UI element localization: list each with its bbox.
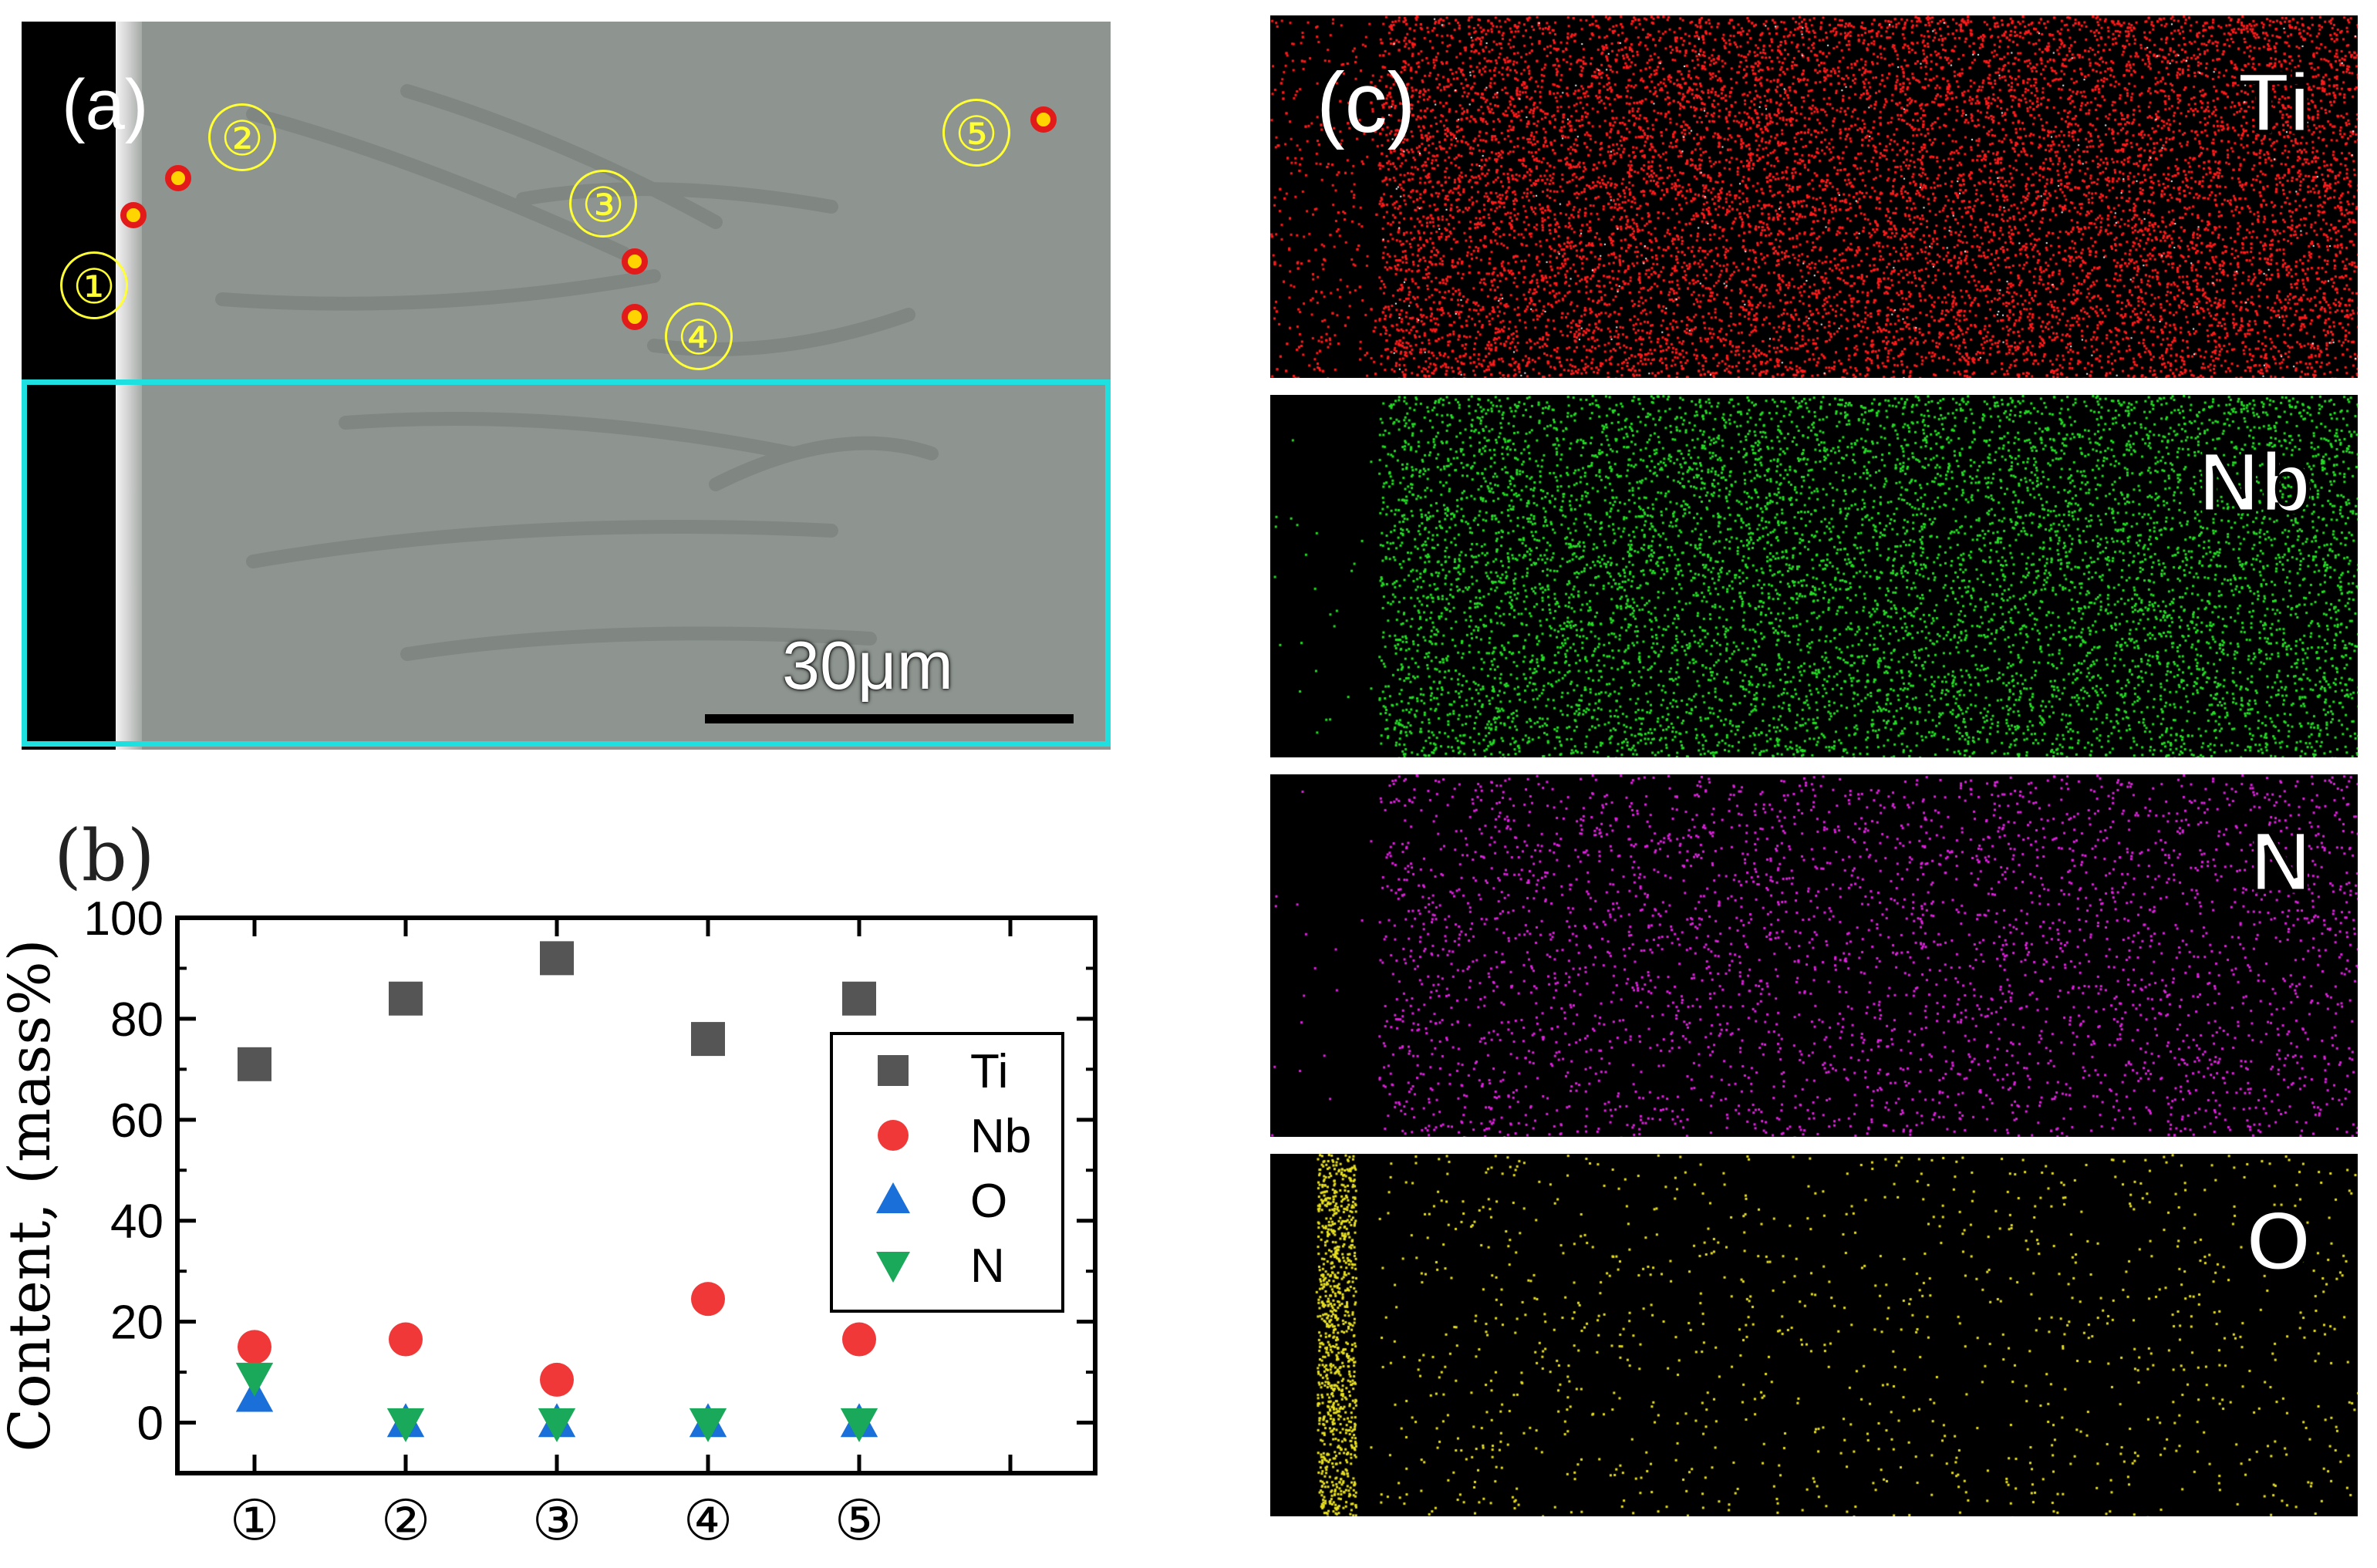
element-map-o: O (1270, 1154, 2358, 1516)
x-tick-label: ② (381, 1488, 431, 1553)
roi-box (22, 379, 1111, 747)
n-map-dots (1270, 774, 2358, 1137)
scale-bar-label: 30μm (782, 627, 953, 703)
point-n-1 (235, 1362, 274, 1397)
x-tick-label: ① (230, 1488, 280, 1553)
point-nb-5 (842, 1322, 876, 1357)
panel-label-c: (c) (1317, 56, 1416, 150)
point-ti-3 (540, 941, 574, 976)
site-label-4: ④ (665, 302, 733, 370)
y-tick-label: 20 (110, 1297, 164, 1350)
legend-box (830, 1032, 1064, 1313)
sem-texture (215, 84, 939, 661)
legend-marker-nb (878, 1120, 909, 1151)
element-map-nb: Nb (1270, 395, 2358, 757)
panel-label-b: (b) (54, 814, 155, 897)
point-n-4 (689, 1408, 727, 1442)
y-tick-label: 100 (84, 892, 164, 946)
legend-label-ti: Ti (970, 1045, 1008, 1098)
y-tick-label: 80 (110, 993, 164, 1047)
point-ti-5 (842, 981, 876, 1016)
site-label-1: ① (60, 251, 128, 319)
legend-label-n: N (970, 1239, 1005, 1293)
element-map-n: N (1270, 774, 2358, 1137)
element-map-ti: (c) Ti (1270, 15, 2358, 378)
legend-label-nb: Nb (970, 1110, 1031, 1163)
o-map-dots (1270, 1154, 2358, 1516)
ti-map-dots (1270, 15, 2358, 378)
scale-bar (705, 714, 1074, 723)
sem-resin-region (22, 22, 116, 750)
y-tick-label: 60 (110, 1094, 164, 1148)
map-label-nb: Nb (2197, 433, 2314, 532)
x-tick-label: ⑤ (834, 1488, 885, 1553)
map-label-ti: Ti (2236, 54, 2314, 153)
legend-marker-ti (878, 1055, 909, 1086)
point-ti-2 (389, 981, 423, 1016)
site-label-2: ② (208, 103, 276, 171)
point-n-2 (386, 1408, 425, 1442)
site-label-5: ⑤ (942, 99, 1010, 167)
point-nb-2 (389, 1322, 423, 1357)
composition-chart: 0 20 40 60 80 100 ① ② ③ ④ ⑤ Content, (mass%) Ti Nb ON (0, 892, 1097, 1553)
analysis-point-1 (120, 202, 147, 228)
x-tick-label: ④ (683, 1488, 733, 1553)
analysis-point-3 (622, 248, 648, 275)
legend-label-o: O (970, 1175, 1007, 1228)
y-tick-label: 0 (137, 1398, 164, 1451)
point-nb-4 (691, 1282, 725, 1317)
x-tick-label: ③ (532, 1488, 582, 1553)
map-label-o: O (2244, 1192, 2314, 1291)
sem-micrograph: (a) (22, 22, 1111, 750)
nb-map-dots (1270, 395, 2358, 757)
analysis-point-5 (1030, 106, 1057, 133)
y-tick-label: 40 (110, 1195, 164, 1249)
point-nb-3 (540, 1362, 574, 1397)
point-n-3 (538, 1408, 576, 1442)
legend-marker-o (876, 1182, 910, 1213)
site-label-3: ③ (569, 170, 637, 238)
plot-frame (175, 916, 1097, 1475)
point-n-5 (840, 1408, 878, 1442)
map-label-n: N (2248, 813, 2313, 912)
point-ti-1 (238, 1047, 271, 1081)
analysis-point-4 (622, 304, 648, 330)
point-nb-1 (238, 1330, 271, 1364)
legend-marker-n (876, 1252, 910, 1283)
panel-label-a: (a) (62, 66, 149, 144)
y-axis-label: Content, (mass%) (0, 939, 63, 1452)
point-ti-4 (691, 1022, 725, 1057)
sem-surface-layer (116, 22, 142, 750)
analysis-point-2 (165, 165, 191, 191)
